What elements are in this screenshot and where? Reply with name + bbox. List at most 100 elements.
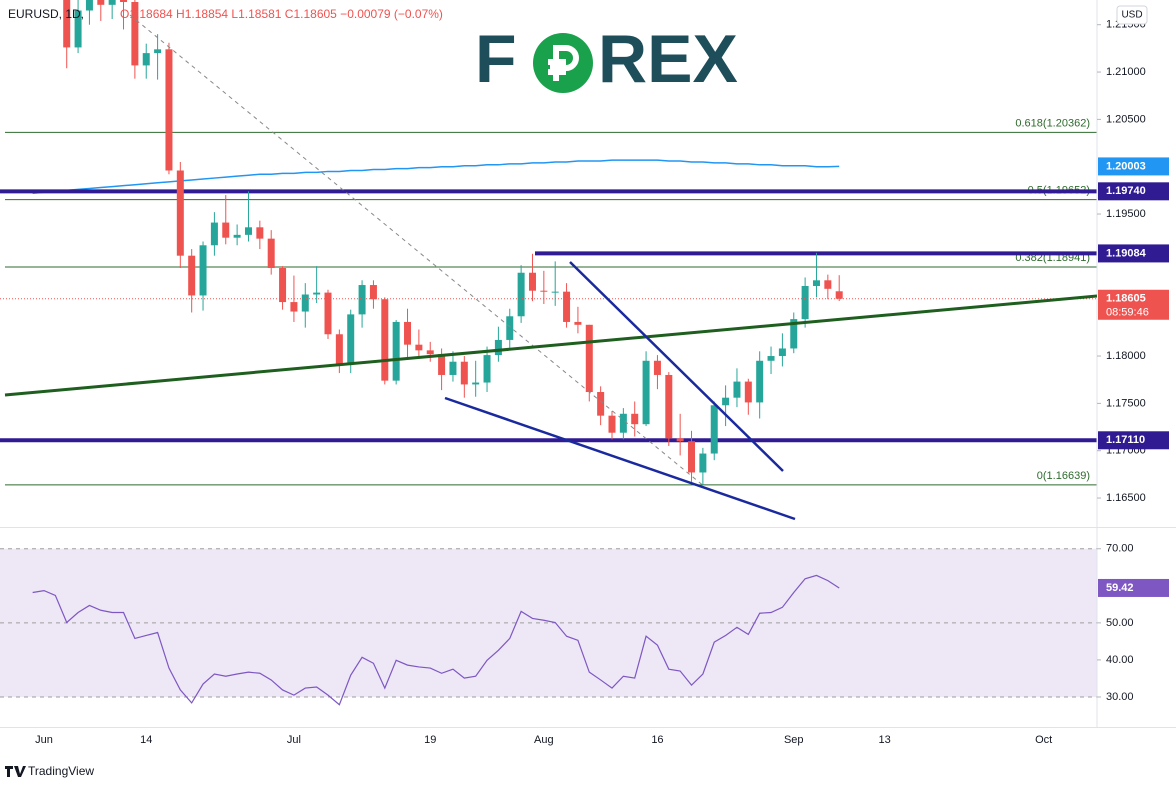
currency: USD bbox=[1121, 10, 1142, 21]
rsi-badge bbox=[1098, 578, 1169, 597]
candle-body bbox=[574, 321, 582, 325]
y-tick-label: 1.20500 bbox=[1106, 113, 1146, 125]
candle-body bbox=[710, 405, 718, 454]
logo-text: REX bbox=[598, 21, 738, 97]
price-badge bbox=[1098, 431, 1169, 450]
candle-body bbox=[551, 291, 559, 293]
candle-body bbox=[494, 339, 502, 356]
fib-label: 0(1.16639) bbox=[1037, 470, 1090, 482]
candle-body bbox=[85, 0, 93, 11]
candle-body bbox=[597, 392, 605, 416]
wedge-line bbox=[569, 261, 784, 472]
fib-label: 0.618(1.20362) bbox=[1015, 117, 1090, 129]
x-tick-label: 19 bbox=[424, 734, 436, 746]
candle-body bbox=[801, 285, 809, 320]
candle-body bbox=[392, 321, 400, 381]
candle-body bbox=[767, 356, 775, 361]
candle-body bbox=[369, 285, 377, 300]
candle-body bbox=[97, 0, 105, 5]
candle-body bbox=[642, 360, 650, 425]
price-badge-label: 1.19740 bbox=[1106, 185, 1146, 197]
dashed-trendline bbox=[129, 14, 706, 488]
candle-body bbox=[438, 354, 446, 375]
y-tick-label: 1.21000 bbox=[1106, 66, 1146, 78]
price-badge-label: 1.17110 bbox=[1106, 434, 1145, 446]
rsi-pane bbox=[0, 548, 1097, 706]
price-badge-label: 1.18605 bbox=[1106, 293, 1146, 305]
candle-body bbox=[301, 294, 309, 312]
candle-body bbox=[460, 361, 468, 385]
wedge-line bbox=[444, 396, 796, 521]
candle-body bbox=[233, 234, 241, 238]
candle-body bbox=[347, 314, 355, 365]
candle-body bbox=[154, 49, 162, 54]
candle-body bbox=[563, 291, 571, 322]
candle-body bbox=[335, 334, 343, 365]
candle-body bbox=[290, 302, 298, 312]
candle-body bbox=[244, 227, 252, 235]
candle-body bbox=[665, 374, 673, 439]
x-tick-label: Jun bbox=[35, 734, 53, 746]
candle-body bbox=[256, 227, 264, 239]
candle-body bbox=[722, 397, 730, 406]
x-tick-label: 13 bbox=[879, 734, 891, 746]
candle-body bbox=[313, 292, 321, 295]
candle-body bbox=[699, 453, 707, 473]
moving-average bbox=[32, 159, 840, 194]
rsi-line bbox=[32, 574, 840, 706]
candle-body bbox=[199, 245, 207, 296]
rsi-badge-label: 59.42 bbox=[1106, 582, 1134, 594]
y-tick-label: 40.00 bbox=[1106, 654, 1134, 666]
candle-body bbox=[131, 1, 139, 66]
axes: 1.215001.210001.205001.195001.180001.175… bbox=[0, 0, 1176, 746]
candle-body bbox=[74, 10, 82, 48]
candle-body bbox=[165, 49, 173, 171]
candle-body bbox=[835, 291, 843, 299]
price-badge bbox=[1098, 244, 1169, 263]
drawings bbox=[4, 14, 1097, 521]
candle-body bbox=[608, 415, 616, 433]
candle-body bbox=[120, 0, 128, 2]
trendline bbox=[4, 294, 1097, 397]
currency-box bbox=[1116, 5, 1148, 25]
candle-body bbox=[631, 413, 639, 425]
y-tick-label: 70.00 bbox=[1106, 543, 1134, 555]
candle-body bbox=[483, 355, 491, 383]
y-tick-label: 30.00 bbox=[1106, 691, 1134, 703]
brand: TradingView bbox=[28, 764, 94, 778]
tradingview-logo: TradingView bbox=[5, 764, 94, 778]
countdown: 08:59:46 bbox=[1106, 307, 1149, 319]
price-badge-label: 1.19084 bbox=[1106, 247, 1147, 259]
price-badge bbox=[1098, 289, 1169, 320]
candle-body bbox=[619, 413, 627, 433]
candle-body bbox=[778, 348, 786, 357]
candle-body bbox=[267, 238, 275, 268]
candle-body bbox=[142, 53, 150, 66]
x-tick-label: Oct bbox=[1035, 734, 1052, 746]
x-tick-label: Sep bbox=[784, 734, 804, 746]
candle-body bbox=[824, 280, 832, 289]
candle-body bbox=[528, 272, 536, 291]
candle-body bbox=[381, 299, 389, 381]
candle-body bbox=[63, 0, 71, 48]
x-tick-label: Jul bbox=[287, 734, 301, 746]
candle-body bbox=[812, 280, 820, 286]
candle-body bbox=[404, 321, 412, 345]
candle-body bbox=[188, 255, 196, 296]
candle-body bbox=[540, 290, 548, 292]
candle-body bbox=[358, 285, 366, 315]
x-tick-label: 16 bbox=[651, 734, 663, 746]
candle-body bbox=[449, 361, 457, 375]
price-badge bbox=[1098, 157, 1169, 176]
x-tick-label: 14 bbox=[140, 734, 152, 746]
y-tick-label: 1.18000 bbox=[1106, 350, 1146, 362]
candle-body bbox=[688, 441, 696, 473]
candle-body bbox=[472, 382, 480, 385]
symbol: EURUSD, 1D, bbox=[8, 7, 85, 21]
candle-body bbox=[222, 222, 230, 238]
tv-icon bbox=[5, 766, 26, 777]
candle-body bbox=[506, 316, 514, 340]
candle-body bbox=[733, 381, 741, 398]
candle-body bbox=[176, 170, 184, 256]
